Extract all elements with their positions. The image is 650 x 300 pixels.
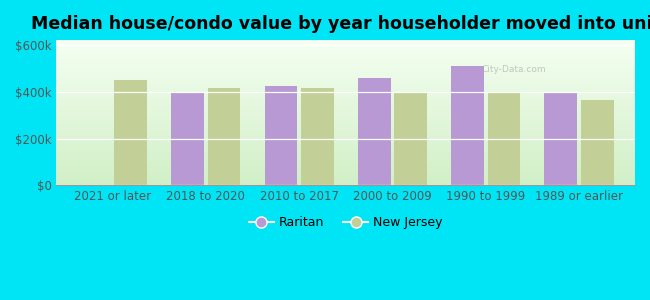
Bar (207, 88, 240, 185)
Text: City-Data.com: City-Data.com (481, 64, 546, 74)
Bar (488, 92, 520, 185)
Bar (114, 80, 147, 185)
Bar (395, 92, 427, 185)
Bar (545, 92, 577, 185)
Bar (171, 92, 204, 185)
Bar (265, 86, 297, 185)
Bar (451, 66, 484, 185)
Bar (581, 100, 614, 185)
Bar (301, 88, 333, 185)
Title: Median house/condo value by year householder moved into unit: Median house/condo value by year househo… (31, 15, 650, 33)
Bar (358, 78, 391, 185)
Legend: Raritan, New Jersey: Raritan, New Jersey (244, 212, 448, 235)
